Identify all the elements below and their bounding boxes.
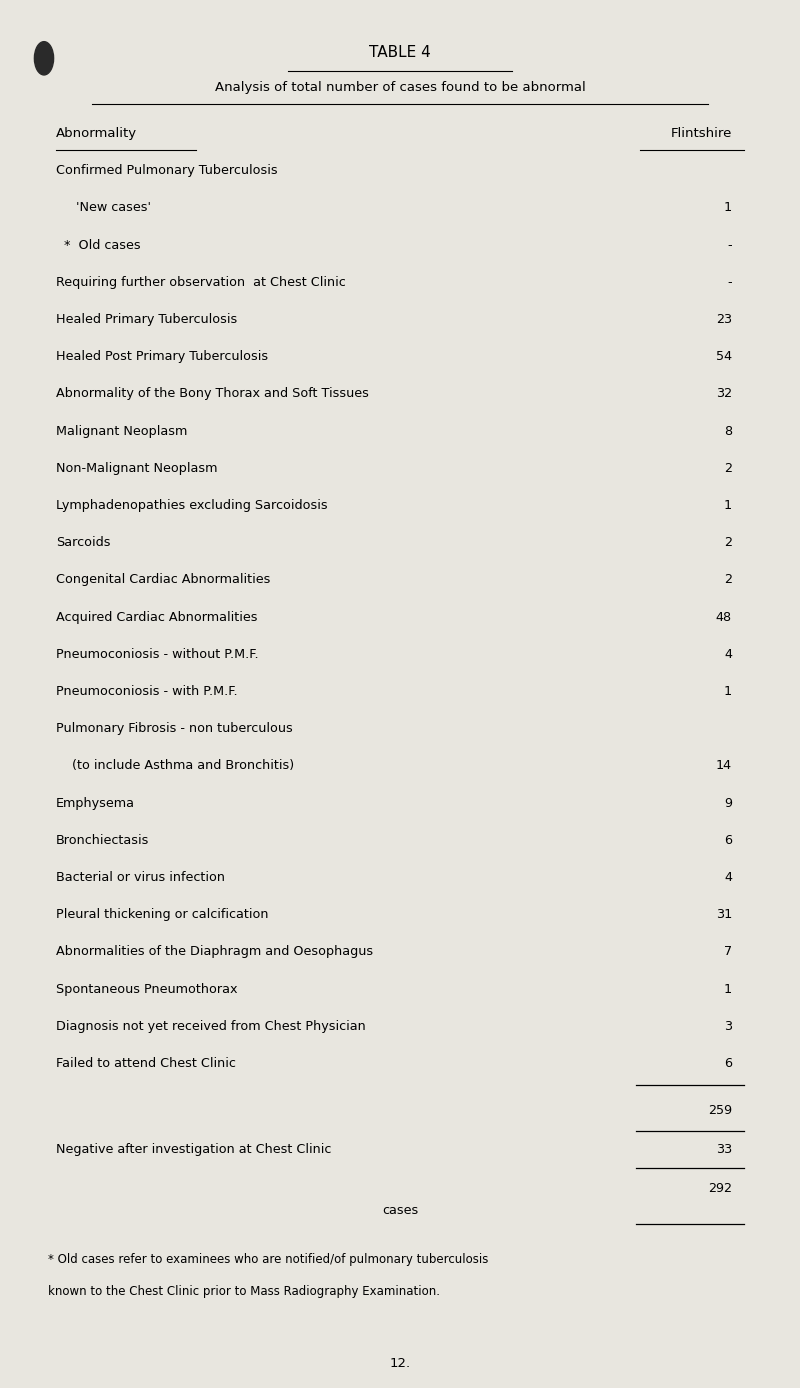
Text: Non-Malignant Neoplasm: Non-Malignant Neoplasm — [56, 462, 218, 475]
Text: 1: 1 — [724, 500, 732, 512]
Text: *  Old cases: * Old cases — [56, 239, 141, 251]
Text: * Old cases refer to examinees who are notified/of pulmonary tuberculosis: * Old cases refer to examinees who are n… — [48, 1252, 488, 1266]
Text: cases: cases — [382, 1205, 418, 1217]
Text: Diagnosis not yet received from Chest Physician: Diagnosis not yet received from Chest Ph… — [56, 1020, 366, 1033]
Text: 6: 6 — [724, 1058, 732, 1070]
Text: Sarcoids: Sarcoids — [56, 536, 110, 550]
Text: 7: 7 — [724, 945, 732, 958]
Text: Abnormality of the Bony Thorax and Soft Tissues: Abnormality of the Bony Thorax and Soft … — [56, 387, 369, 400]
Text: -: - — [727, 276, 732, 289]
Text: 1: 1 — [724, 983, 732, 995]
Text: Malignant Neoplasm: Malignant Neoplasm — [56, 425, 187, 437]
Text: 259: 259 — [708, 1103, 732, 1117]
Text: known to the Chest Clinic prior to Mass Radiography Examination.: known to the Chest Clinic prior to Mass … — [48, 1285, 440, 1298]
Text: 'New cases': 'New cases' — [56, 201, 151, 214]
Text: Pneumoconiosis - with P.M.F.: Pneumoconiosis - with P.M.F. — [56, 686, 238, 698]
Text: 54: 54 — [716, 350, 732, 364]
Text: Flintshire: Flintshire — [670, 126, 732, 140]
Text: -: - — [727, 239, 732, 251]
Text: Abnormality: Abnormality — [56, 126, 137, 140]
Text: Abnormalities of the Diaphragm and Oesophagus: Abnormalities of the Diaphragm and Oesop… — [56, 945, 373, 958]
Text: Spontaneous Pneumothorax: Spontaneous Pneumothorax — [56, 983, 238, 995]
Text: 1: 1 — [724, 201, 732, 214]
Text: Lymphadenopathies excluding Sarcoidosis: Lymphadenopathies excluding Sarcoidosis — [56, 500, 328, 512]
Text: Pulmonary Fibrosis - non tuberculous: Pulmonary Fibrosis - non tuberculous — [56, 722, 293, 736]
Text: 12.: 12. — [390, 1356, 410, 1370]
Text: 2: 2 — [724, 462, 732, 475]
Text: 292: 292 — [708, 1183, 732, 1195]
Text: 8: 8 — [724, 425, 732, 437]
Text: Analysis of total number of cases found to be abnormal: Analysis of total number of cases found … — [214, 81, 586, 94]
Text: 14: 14 — [716, 759, 732, 772]
Text: Healed Post Primary Tuberculosis: Healed Post Primary Tuberculosis — [56, 350, 268, 364]
Text: 31: 31 — [716, 908, 732, 922]
Circle shape — [34, 42, 54, 75]
Text: Pneumoconiosis - without P.M.F.: Pneumoconiosis - without P.M.F. — [56, 648, 258, 661]
Text: 2: 2 — [724, 536, 732, 550]
Text: 6: 6 — [724, 834, 732, 847]
Text: Negative after investigation at Chest Clinic: Negative after investigation at Chest Cl… — [56, 1142, 331, 1156]
Text: Acquired Cardiac Abnormalities: Acquired Cardiac Abnormalities — [56, 611, 258, 623]
Text: Emphysema: Emphysema — [56, 797, 135, 809]
Text: 1: 1 — [724, 686, 732, 698]
Text: 9: 9 — [724, 797, 732, 809]
Text: TABLE 4: TABLE 4 — [369, 46, 431, 60]
Text: Bacterial or virus infection: Bacterial or virus infection — [56, 872, 225, 884]
Text: Failed to attend Chest Clinic: Failed to attend Chest Clinic — [56, 1058, 236, 1070]
Text: 2: 2 — [724, 573, 732, 586]
Text: Congenital Cardiac Abnormalities: Congenital Cardiac Abnormalities — [56, 573, 270, 586]
Text: 32: 32 — [716, 387, 732, 400]
Text: Confirmed Pulmonary Tuberculosis: Confirmed Pulmonary Tuberculosis — [56, 164, 278, 178]
Text: 48: 48 — [716, 611, 732, 623]
Text: Healed Primary Tuberculosis: Healed Primary Tuberculosis — [56, 314, 238, 326]
Text: Bronchiectasis: Bronchiectasis — [56, 834, 150, 847]
Text: (to include Asthma and Bronchitis): (to include Asthma and Bronchitis) — [56, 759, 294, 772]
Text: 3: 3 — [724, 1020, 732, 1033]
Text: Pleural thickening or calcification: Pleural thickening or calcification — [56, 908, 269, 922]
Text: 4: 4 — [724, 648, 732, 661]
Text: Requiring further observation  at Chest Clinic: Requiring further observation at Chest C… — [56, 276, 346, 289]
Text: 4: 4 — [724, 872, 732, 884]
Text: 23: 23 — [716, 314, 732, 326]
Text: 33: 33 — [716, 1142, 732, 1156]
